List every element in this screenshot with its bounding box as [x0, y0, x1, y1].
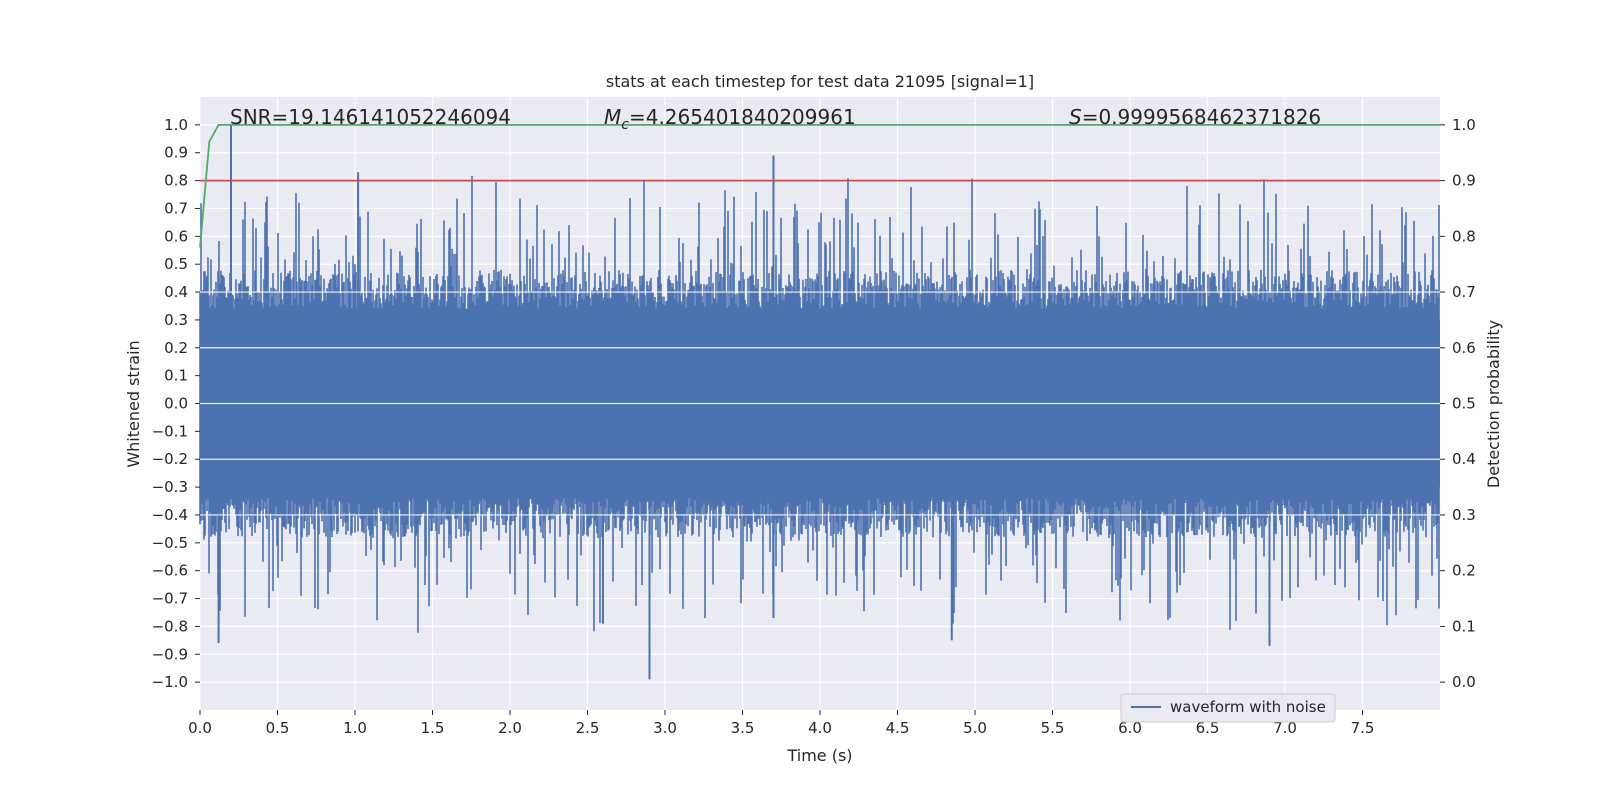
- y-right-tick-label: 0.4: [1452, 450, 1476, 468]
- y-left-tick-label: −0.5: [152, 534, 188, 552]
- y-right-axis-label: Detection probability: [1484, 320, 1503, 488]
- detection-probability-line: [199, 124, 1440, 248]
- legend-box: [1120, 693, 1336, 723]
- x-tick-label: 4.5: [886, 719, 910, 737]
- y-left-axis-ticks: 1.0 0.9 0.8 0.7 0.6 0.5 0.4 0.3 0.2 0.1 0.0 −0.1 −0.…: [152, 116, 200, 691]
- waveform-series: [199, 124, 1440, 680]
- x-tick-label: 1.5: [421, 719, 445, 737]
- y-right-tick-label: 0.8: [1452, 227, 1476, 245]
- x-tick-label: 5.0: [963, 719, 987, 737]
- y-left-tick-label: −1.0: [152, 673, 188, 691]
- y-left-tick-label: 0.4: [164, 283, 188, 301]
- y-right-tick-label: 0.7: [1452, 283, 1476, 301]
- x-tick-label: 5.5: [1041, 719, 1065, 737]
- y-right-tick-label: 0.1: [1452, 617, 1476, 635]
- x-axis-ticks: 0.0 0.5 1.0 1.5 2.0 2.5 3.0 3.5 4.0 4.5 5.0 5.5 6.0 6…: [188, 710, 1374, 737]
- s-value: =0.9999568462371826: [1082, 105, 1321, 129]
- y-right-tick-label: 0.0: [1452, 673, 1476, 691]
- y-right-tick-label: 1.0: [1452, 116, 1476, 134]
- x-tick-label: 2.0: [498, 719, 522, 737]
- y-left-tick-label: 0.1: [164, 367, 188, 385]
- y-right-axis-ticks: 1.0 0.9 0.8 0.7 0.6 0.5 0.4 0.3 0.2 0.1 0.0: [1440, 116, 1476, 691]
- mc-annotation: Mc=4.265401840209961: [604, 105, 856, 133]
- x-axis-label: Time (s): [786, 746, 852, 765]
- y-left-tick-label: −0.6: [152, 562, 188, 580]
- x-tick-label: 0.5: [266, 719, 290, 737]
- mc-subscript: c: [621, 117, 629, 133]
- x-tick-label: 7.5: [1351, 719, 1375, 737]
- y-left-tick-label: 0.2: [164, 339, 188, 357]
- chart-title: stats at each timestep for test data 210…: [606, 72, 1034, 91]
- y-left-tick-label: −0.9: [152, 645, 188, 663]
- y-left-tick-label: 0.9: [164, 144, 188, 162]
- y-left-tick-label: −0.1: [152, 422, 188, 440]
- x-tick-label: 6.0: [1118, 719, 1142, 737]
- y-left-tick-label: 0.3: [164, 311, 188, 329]
- s-symbol: S: [1069, 105, 1082, 129]
- x-tick-label: 0.0: [188, 719, 212, 737]
- mc-value: =4.265401840209961: [629, 105, 856, 129]
- x-tick-label: 1.0: [343, 719, 367, 737]
- overlay-series: [199, 124, 1440, 248]
- y-left-tick-label: 0.8: [164, 172, 188, 190]
- legend[interactable]: waveform with noise: [1120, 693, 1336, 723]
- y-right-tick-label: 0.3: [1452, 506, 1476, 524]
- y-left-tick-label: −0.4: [152, 506, 188, 524]
- x-tick-label: 3.5: [731, 719, 755, 737]
- y-left-tick-label: −0.8: [152, 617, 188, 635]
- y-left-tick-label: −0.2: [152, 450, 188, 468]
- s-annotation: S=0.9999568462371826: [1069, 105, 1321, 129]
- y-left-tick-label: 0.0: [164, 395, 188, 413]
- y-left-axis-label: Whitened strain: [124, 340, 143, 467]
- y-left-tick-label: 0.5: [164, 255, 188, 273]
- y-right-tick-label: 0.9: [1452, 172, 1476, 190]
- y-left-tick-label: 0.7: [164, 199, 188, 217]
- snr-annotation: SNR=19.146141052246094: [230, 105, 511, 129]
- y-left-tick-label: 1.0: [164, 116, 188, 134]
- x-tick-label: 7.0: [1273, 719, 1297, 737]
- y-left-tick-label: −0.3: [152, 478, 188, 496]
- legend-label: waveform with noise: [1170, 698, 1326, 716]
- y-right-tick-label: 0.2: [1452, 562, 1476, 580]
- x-tick-label: 3.0: [653, 719, 677, 737]
- y-right-tick-label: 0.5: [1452, 395, 1476, 413]
- mc-symbol: M: [604, 105, 621, 129]
- y-right-tick-label: 0.6: [1452, 339, 1476, 357]
- y-left-tick-label: −0.7: [152, 590, 188, 608]
- y-left-tick-label: 0.6: [164, 227, 188, 245]
- x-tick-label: 4.0: [808, 719, 832, 737]
- x-tick-label: 2.5: [576, 719, 600, 737]
- x-tick-label: 6.5: [1196, 719, 1220, 737]
